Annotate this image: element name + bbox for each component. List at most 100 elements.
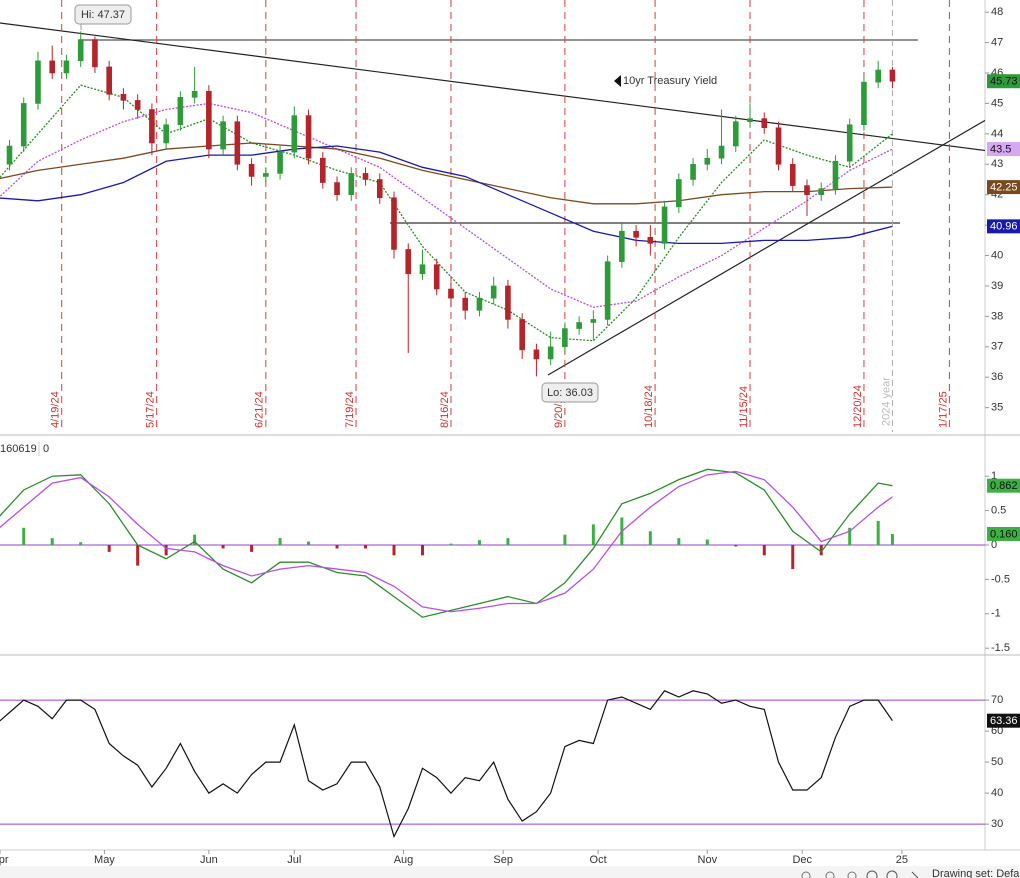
candle-body (348, 173, 355, 196)
candle-body (263, 173, 269, 177)
candle-body (875, 69, 881, 83)
candle-body (291, 115, 298, 153)
toolbar-icon[interactable] (886, 870, 898, 878)
title-marker (614, 75, 621, 87)
lo-label: Lo: 36.03 (547, 387, 593, 399)
candle-body (405, 249, 412, 275)
chart-title: 10yr Treasury Yield (623, 75, 717, 87)
y-tick-label: 50 (991, 756, 1003, 768)
candle-body (206, 90, 212, 150)
candle-body (319, 157, 326, 183)
y-tick-label: 0 (991, 539, 997, 551)
histogram-bar (876, 520, 880, 545)
candle-body (191, 90, 198, 98)
y-tick-label: -1.5 (991, 642, 1010, 654)
price-tag-label: 0.862 (990, 480, 1018, 492)
candle-body (220, 121, 226, 150)
candle-body (676, 179, 682, 208)
y-tick-label: 60 (991, 725, 1003, 737)
price-tag (987, 713, 1020, 728)
histogram-bar (250, 545, 254, 552)
price-tag-label: 43.5 (990, 143, 1011, 155)
y-tick-label: 44 (991, 128, 1003, 140)
histogram-bar (136, 545, 140, 566)
price-tag (987, 142, 1020, 157)
toolbar-icon[interactable] (911, 871, 920, 878)
candle-body (861, 81, 867, 126)
histogram-bar (221, 545, 225, 549)
y-tick-label: 39 (991, 280, 1003, 292)
macd-line (0, 470, 893, 613)
candle-body (106, 66, 112, 95)
histogram-bar (107, 545, 111, 552)
x-tick-label: Dec (792, 854, 812, 866)
price-tag (987, 74, 1020, 89)
candle-body (732, 121, 739, 147)
histogram-bar (335, 545, 339, 549)
candle-body (775, 127, 782, 165)
candle-body (63, 60, 70, 74)
candle-body (761, 118, 768, 129)
toolbar-icon[interactable] (866, 870, 878, 878)
price-pane: 4/19/24 5/17/24 6/21/24 7/19/24 8/16/24 9/20/… (0, 0, 985, 432)
candle-body (462, 297, 469, 311)
candle-body (120, 94, 127, 101)
x-tick-label: Apr (0, 854, 9, 866)
hi-box (74, 4, 132, 25)
macd-line (0, 468, 893, 618)
histogram-bar (848, 527, 852, 545)
price-tag (987, 180, 1020, 195)
price-tag-label: 45.73 (990, 76, 1018, 88)
candle-body (704, 157, 711, 165)
candle-body (35, 60, 41, 104)
candle-body (562, 328, 568, 348)
toolbar-icon[interactable] (825, 871, 835, 878)
candle-body (718, 145, 725, 159)
price-tag-label: 42.25 (990, 182, 1018, 194)
candle-body (590, 319, 597, 323)
candle-body (789, 163, 796, 186)
price-tag (987, 526, 1020, 541)
rsi-line (0, 690, 893, 839)
histogram-bar (506, 538, 510, 545)
moving-average (0, 142, 893, 205)
y-tick-label: -1 (991, 608, 1001, 620)
toolbar-icon[interactable] (801, 871, 811, 878)
price-tag (987, 219, 1020, 234)
candle-body (576, 322, 582, 329)
toolbar: Drawing set: Defa (0, 866, 1020, 878)
histogram-bar (819, 545, 823, 556)
histogram-bar (79, 542, 83, 545)
y-tick-label: 40 (991, 787, 1003, 799)
candle-body (92, 39, 98, 68)
y-tick-label: 70 (991, 694, 1003, 706)
drawing-set[interactable]: Drawing set: Defa (932, 868, 1020, 878)
hi-label: Hi: 47.37 (81, 9, 125, 21)
candle-body (163, 124, 169, 144)
candle-body (277, 151, 283, 174)
candle-body (690, 163, 696, 180)
trend-line (547, 119, 985, 376)
candle-body (177, 97, 184, 126)
y-tick-label: 35 (991, 402, 1003, 414)
rsi-pane (0, 690, 985, 839)
event-label: 11/15/24 (738, 386, 750, 428)
candle-body (149, 109, 155, 144)
histogram-bar (791, 545, 795, 570)
histogram-bar (449, 543, 453, 545)
y-tick-label: 40 (991, 249, 1003, 261)
candle-body (419, 264, 426, 275)
x-tick-label: Jun (200, 854, 218, 866)
candle-body (248, 163, 255, 177)
candle-body (433, 264, 440, 290)
histogram-bar (563, 534, 567, 545)
histogram-bar (762, 545, 766, 556)
candle-body (376, 179, 383, 199)
toolbar-bar (0, 866, 1020, 878)
event-label: 6/21/24 (254, 391, 266, 428)
candle-body (49, 60, 56, 74)
histogram-bar (164, 545, 168, 556)
candle-body (362, 173, 369, 180)
toolbar-icon[interactable] (847, 871, 857, 878)
